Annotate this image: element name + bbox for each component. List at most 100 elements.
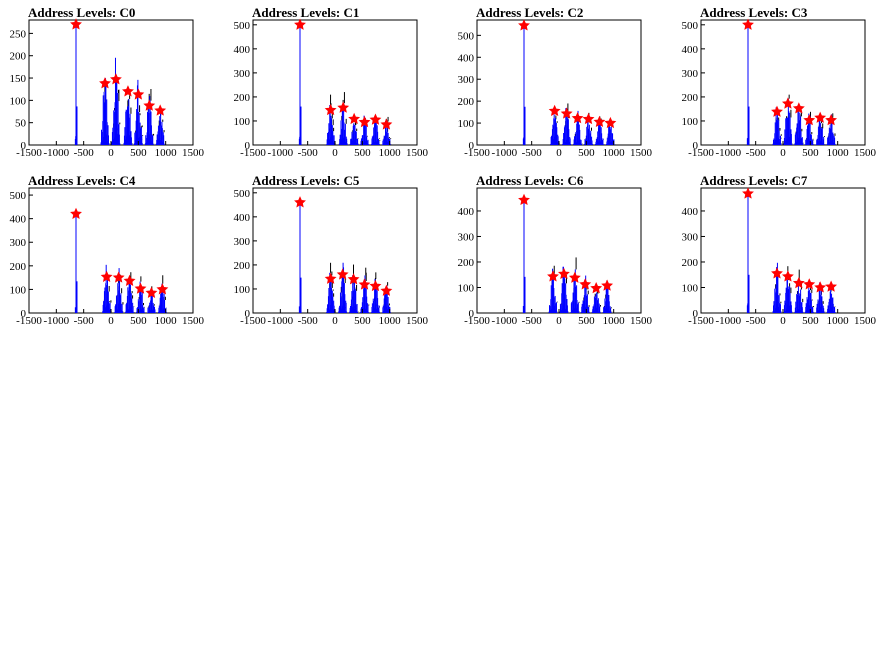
y-tick-label: 200 <box>682 92 699 104</box>
y-tick-label: 200 <box>682 257 699 269</box>
y-tick-label: 200 <box>10 51 27 63</box>
plot-frame <box>700 187 866 314</box>
x-tick-label: 500 <box>354 147 371 159</box>
peak-marker <box>324 103 337 116</box>
y-tick-label: 300 <box>234 236 251 248</box>
x-tick-label: 500 <box>578 147 595 159</box>
y-tick-label: 0 <box>693 308 699 320</box>
peak-marker <box>571 112 584 124</box>
histogram-bars <box>522 25 616 145</box>
peak-marker <box>70 18 82 30</box>
y-tick-label: 200 <box>234 92 251 104</box>
histogram-bars <box>298 24 392 145</box>
y-tick-label: 0 <box>469 140 475 152</box>
peak-marker <box>112 271 125 283</box>
y-tick-label: 400 <box>10 214 27 226</box>
y-tick-label: 300 <box>458 231 475 243</box>
x-tick-label: -1000 <box>267 315 293 327</box>
y-tick-label: 200 <box>458 96 475 108</box>
y-tick-label: 0 <box>21 308 27 320</box>
peak-marker <box>109 73 122 85</box>
y-tick-label: 200 <box>10 261 27 273</box>
x-tick-label: -500 <box>298 315 319 327</box>
histogram-bars <box>746 193 836 313</box>
x-tick-label: -1500 <box>240 147 266 159</box>
chart-title: Address Levels: C6 <box>476 173 584 188</box>
x-tick-label: 1000 <box>379 147 402 159</box>
y-tick-label: 500 <box>682 20 699 32</box>
peak-marker <box>294 196 306 208</box>
peak-marker <box>547 270 559 282</box>
x-tick-label: -1000 <box>491 315 517 327</box>
x-tick-label: 500 <box>130 147 147 159</box>
x-tick-label: 1500 <box>406 147 429 159</box>
histogram-bars <box>522 199 613 313</box>
x-tick-label: 1000 <box>379 315 402 327</box>
x-tick-label: 500 <box>354 315 371 327</box>
peak-marker <box>568 271 581 283</box>
x-tick-label: 0 <box>108 147 114 159</box>
y-tick-label: 400 <box>234 44 251 56</box>
peak-marker <box>825 114 838 126</box>
x-tick-label: 1500 <box>182 147 205 159</box>
peak-marker <box>792 102 805 114</box>
peak-marker <box>134 282 147 294</box>
chart-panel-c2: Address Levels: C2-1500 -1000 -500 0 500 1000… <box>458 5 653 159</box>
peak-marker <box>358 115 371 128</box>
chart-panel-c6: Address Levels: C6-1500 -1000 -500 0 500 1000… <box>458 173 653 327</box>
x-tick-label: 1500 <box>630 147 653 159</box>
histogram-bars <box>74 24 165 145</box>
x-tick-label: -500 <box>746 147 767 159</box>
y-tick-label: 100 <box>458 118 475 130</box>
x-tick-label: -1500 <box>464 315 490 327</box>
y-tick-label: 100 <box>682 116 699 128</box>
peak-marker <box>560 107 573 119</box>
peak-marker <box>380 118 393 130</box>
peak-marker <box>380 284 393 296</box>
peak-marker <box>781 97 794 109</box>
peak-marker <box>814 281 827 293</box>
peak-marker <box>518 19 530 31</box>
x-tick-label: -500 <box>298 147 319 159</box>
y-tick-label: 300 <box>234 68 251 80</box>
peak-marker <box>548 104 561 117</box>
peak-marker <box>781 270 794 282</box>
x-tick-label: -500 <box>74 147 95 159</box>
x-tick-label: 0 <box>780 315 786 327</box>
x-tick-label: 0 <box>332 147 338 159</box>
peak-marker <box>337 101 350 113</box>
x-tick-label: -1500 <box>688 315 714 327</box>
chart-panel-c3: Address Levels: C3-1500 -1000 -500 0 500 1000… <box>682 5 877 159</box>
x-tick-label: -500 <box>746 315 767 327</box>
chart-title: Address Levels: C3 <box>700 5 808 20</box>
peak-marker <box>518 193 530 206</box>
chart-panel-c1: Address Levels: C1-1500 -1000 -500 0 500 1000… <box>234 5 429 159</box>
y-tick-label: 100 <box>458 282 475 294</box>
plot-frame <box>252 19 418 146</box>
peak-marker <box>369 113 382 125</box>
x-tick-label: 1500 <box>630 315 653 327</box>
peak-marker <box>358 278 371 290</box>
peak-marker <box>825 280 838 292</box>
chart-panel-c0: Address Levels: C0-1500 -1000 -500 0 500 1000… <box>10 5 205 159</box>
y-tick-label: 400 <box>458 206 475 218</box>
chart-title: Address Levels: C4 <box>28 173 136 188</box>
peak-marker <box>771 267 783 279</box>
x-tick-label: 500 <box>802 147 819 159</box>
x-tick-label: 0 <box>780 147 786 159</box>
plot-frame <box>476 19 642 146</box>
chart-title: Address Levels: C5 <box>252 173 360 188</box>
chart-title: Address Levels: C2 <box>476 5 583 20</box>
peak-marker <box>601 279 614 291</box>
peak-marker <box>593 115 606 128</box>
peak-marker <box>123 274 136 286</box>
x-tick-label: 1000 <box>827 315 850 327</box>
histogram-bars <box>746 24 836 145</box>
x-tick-label: 0 <box>108 315 114 327</box>
y-tick-label: 300 <box>682 68 699 80</box>
y-tick-label: 300 <box>682 231 699 243</box>
y-tick-label: 200 <box>458 257 475 269</box>
y-tick-label: 400 <box>234 212 251 224</box>
peak-marker <box>347 273 360 285</box>
